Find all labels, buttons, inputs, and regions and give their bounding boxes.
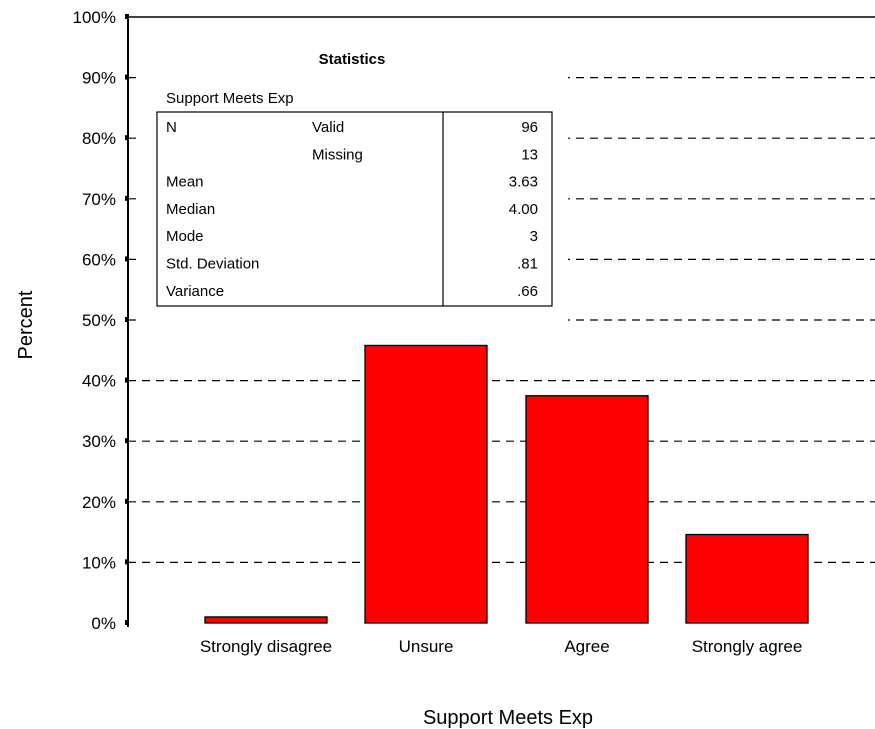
stats-row-value: .66 bbox=[517, 283, 538, 300]
y-tick-label: 90% bbox=[82, 69, 116, 88]
stats-row-sublabel: Valid bbox=[312, 119, 344, 136]
x-tick-label: Strongly disagree bbox=[200, 637, 332, 656]
y-tick-label: 40% bbox=[82, 372, 116, 391]
statistics-table-variable: Support Meets Exp bbox=[166, 90, 294, 107]
statistics-table-rows: N Valid 96 Missing 13 Mean 3.63 Median 4.00 Mode 3… bbox=[166, 119, 538, 300]
stats-row-label: N bbox=[166, 119, 177, 136]
stats-row-label: Mean bbox=[166, 174, 204, 191]
y-tick-label: 30% bbox=[82, 432, 116, 451]
y-tick-label: 100% bbox=[73, 8, 116, 27]
bar-strongly-disagree bbox=[204, 616, 328, 624]
bars bbox=[204, 344, 809, 624]
y-tick-label: 50% bbox=[82, 311, 116, 330]
stats-row-label: Variance bbox=[166, 283, 224, 300]
y-tick-label: 20% bbox=[82, 493, 116, 512]
stats-row-value: 13 bbox=[521, 146, 538, 163]
y-tick-label: 0% bbox=[91, 614, 116, 633]
axes bbox=[125, 14, 875, 627]
stats-row-value: 4.00 bbox=[509, 201, 538, 218]
stats-row-value: 96 bbox=[521, 119, 538, 136]
stats-row-label: Median bbox=[166, 201, 215, 218]
y-tick-mark bbox=[125, 14, 129, 19]
stats-row-label: Mode bbox=[166, 228, 204, 245]
x-axis-title: Support Meets Exp bbox=[423, 707, 593, 729]
y-tick-label: 80% bbox=[82, 129, 116, 148]
y-tick-label: 60% bbox=[82, 250, 116, 269]
statistics-table-background bbox=[140, 40, 568, 323]
x-tick-label: Agree bbox=[564, 637, 609, 656]
y-axis-title: Percent bbox=[15, 290, 37, 359]
x-tick-label: Unsure bbox=[399, 637, 454, 656]
statistics-table-border bbox=[156, 111, 553, 307]
stats-row-label: Std. Deviation bbox=[166, 256, 259, 273]
statistics-table-title: Statistics bbox=[319, 51, 386, 68]
stats-row-value: 3 bbox=[530, 228, 538, 245]
bar-unsure bbox=[364, 344, 488, 624]
bar-strongly-agree bbox=[685, 533, 809, 624]
tick-labels: 0% 10% 20% 30% 40% 50% 60% 70% 80% 90% 100% Strongl… bbox=[73, 8, 803, 656]
statistics-table: Statistics Support Meets Exp N Valid 96 Mis… bbox=[140, 40, 568, 323]
x-tick-label: Strongly agree bbox=[692, 637, 803, 656]
y-tick-label: 70% bbox=[82, 190, 116, 209]
stats-row-value: 3.63 bbox=[509, 174, 538, 191]
bar-agree bbox=[525, 395, 649, 624]
stats-row-sublabel: Missing bbox=[312, 146, 363, 163]
stats-row-value: .81 bbox=[517, 256, 538, 273]
y-tick-label: 10% bbox=[82, 553, 116, 572]
